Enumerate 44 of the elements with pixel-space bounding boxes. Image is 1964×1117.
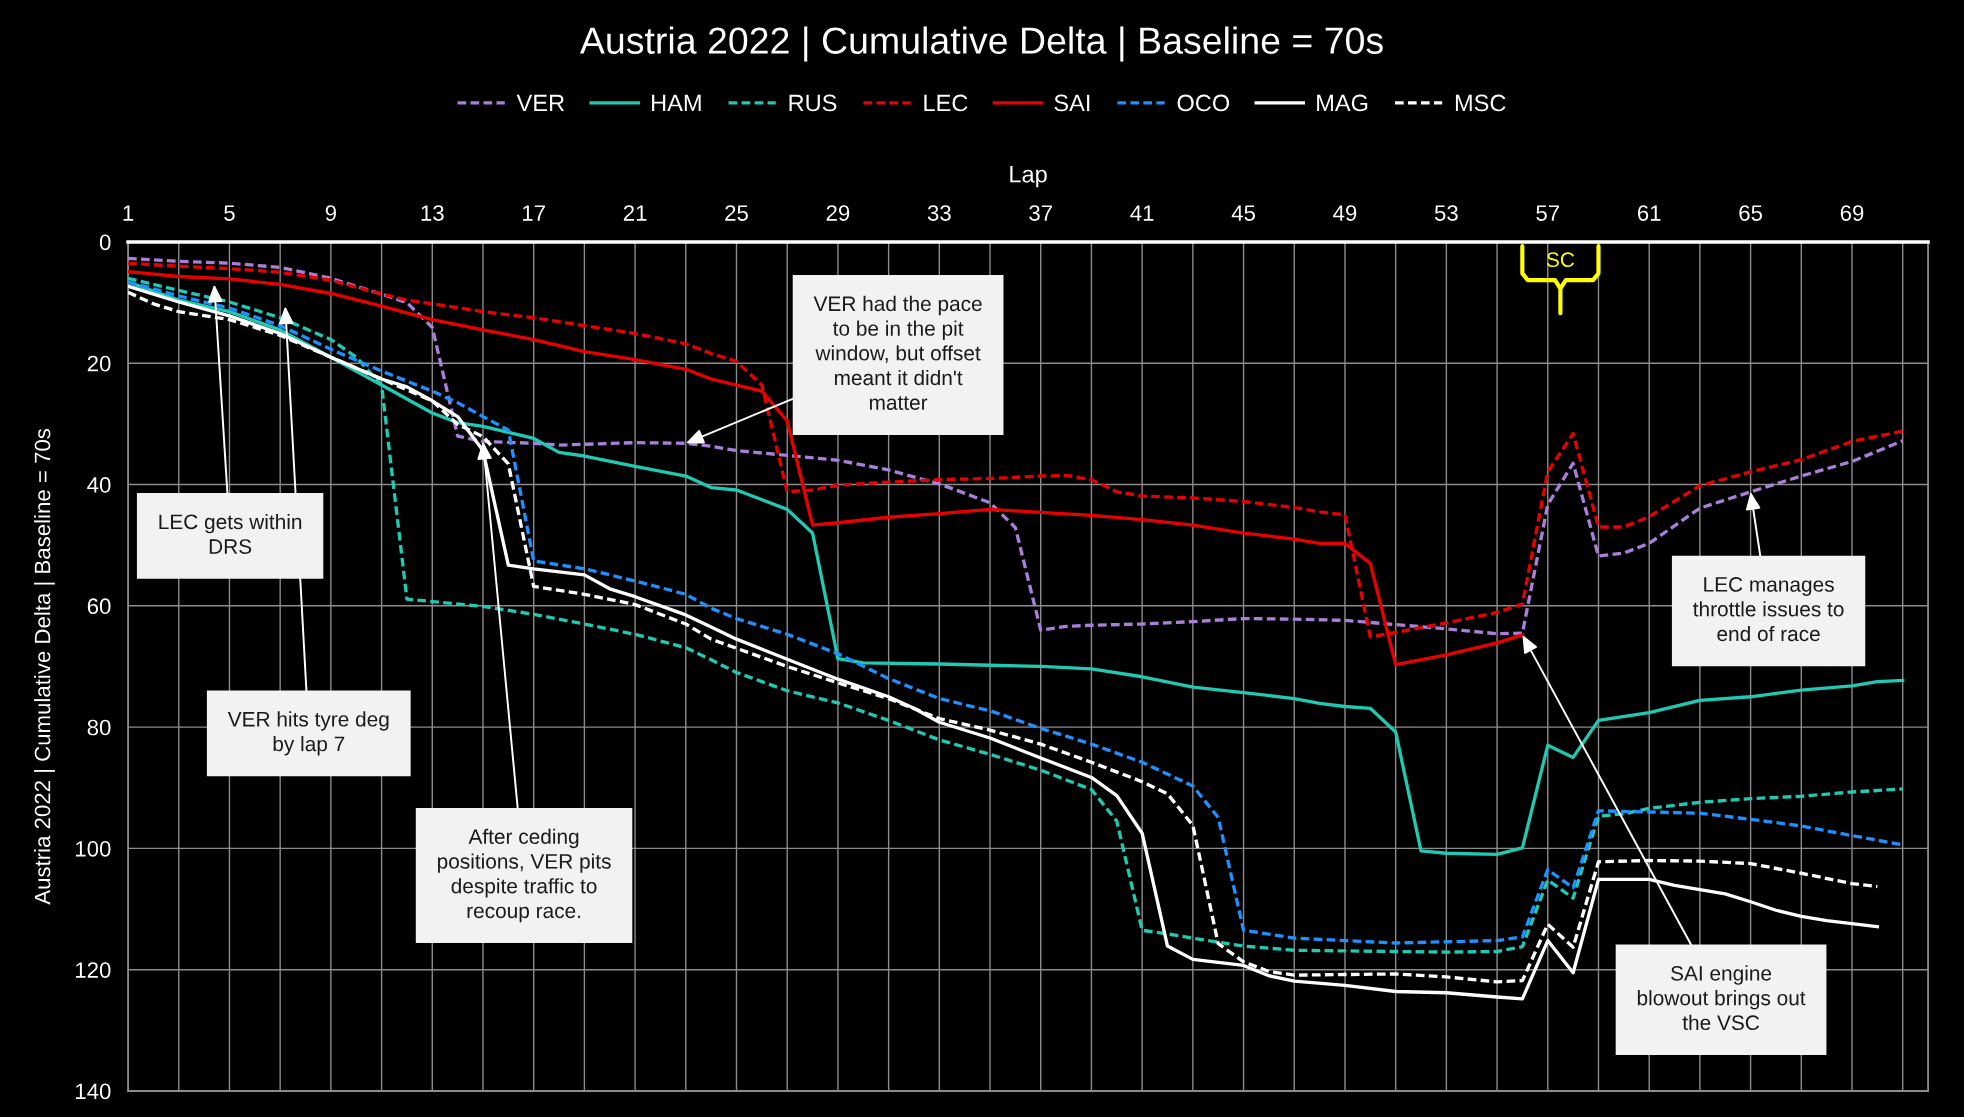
x-tick-label: 25 (725, 205, 748, 221)
y-tick-label: 60 (87, 598, 111, 615)
annotation: VER hits tyre deg by lap 7 (227, 711, 389, 756)
legend-label: SAI (1054, 94, 1090, 112)
y-tick-label: 80 (87, 719, 111, 736)
x-tick-label: 57 (1536, 205, 1560, 221)
annotation: SAI engine blowout brings out the VSC (1637, 965, 1806, 1031)
x-tick-label: 45 (1231, 205, 1255, 221)
x-tick-label: 53 (1434, 205, 1458, 221)
y-tick-label: 100 (76, 840, 111, 857)
y-tick-label: 20 (87, 355, 111, 372)
x-axis-title: Lap (1010, 166, 1047, 188)
legend-label: HAM (652, 94, 701, 112)
x-tick-label: 17 (523, 205, 545, 221)
legend-label: MAG (1317, 94, 1368, 112)
legend-label: LEC (924, 94, 968, 112)
x-tick-label: 65 (1739, 205, 1763, 221)
x-tick-label: 21 (623, 205, 647, 221)
y-tick-label: 120 (76, 962, 111, 978)
y-tick-label: 0 (99, 234, 111, 251)
x-tick-label: 49 (1333, 205, 1357, 221)
y-tick-label: 40 (87, 477, 111, 493)
y-axis-title: Austria 2022 | Cumulative Delta | Baseline = 70s (34, 428, 55, 905)
legend-label: VER (516, 94, 565, 112)
y-tick-label: 140 (76, 1083, 111, 1100)
chart-title: Austria 2022 | Cumulative Delta | Baseline = 70s (579, 26, 1383, 62)
x-tick-label: 29 (826, 205, 850, 221)
legend-label: RUS (789, 94, 837, 112)
x-tick-label: 69 (1840, 205, 1864, 221)
x-tick-label: 9 (325, 205, 336, 221)
x-tick-label: 33 (927, 205, 951, 221)
x-tick-label: 37 (1029, 205, 1052, 221)
annotation: LEC gets within DRS (159, 513, 302, 554)
legend-label: MSC (1455, 94, 1506, 112)
annotation: VER had the pace to be in the pit window, but offset meant it didn't matter (813, 295, 982, 410)
x-tick-label: 5 (224, 205, 235, 221)
annotation: SC (1546, 252, 1575, 268)
annotation: After ceding positions, VER pits despite traffic to recoup race. (437, 828, 611, 923)
x-tick-label: 61 (1637, 205, 1661, 221)
x-tick-label: 1 (123, 205, 134, 221)
legend-label: OCO (1177, 94, 1230, 112)
x-tick-label: 41 (1130, 205, 1154, 221)
x-tick-label: 13 (421, 205, 444, 221)
annotation: LEC manages throttle issues to end of race (1693, 577, 1844, 642)
